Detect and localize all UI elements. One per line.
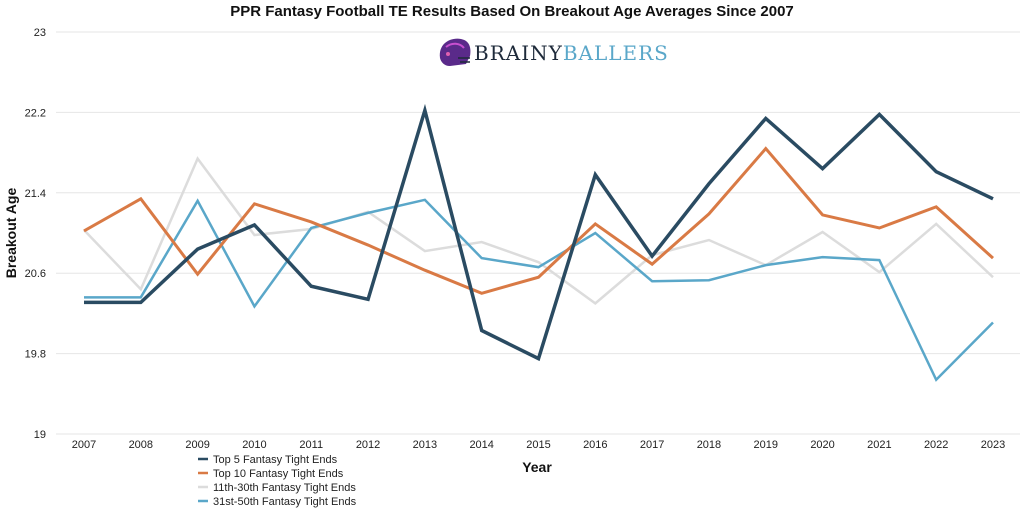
legend-item: 31st-50th Fantasy Tight Ends (198, 496, 357, 508)
chart-title: PPR Fantasy Football TE Results Based On… (230, 3, 794, 20)
brand-logo: BRAINYBALLERS (439, 38, 669, 66)
x-tick-label: 2017 (640, 439, 664, 451)
legend-item: 11th-30th Fantasy Tight Ends (198, 482, 356, 494)
logo-text-brainy: BRAINY (474, 41, 563, 65)
legend-label: 31st-50th Fantasy Tight Ends (213, 496, 357, 508)
y-tick-label: 19 (34, 429, 46, 441)
series-line (83, 156, 994, 305)
series-4 (83, 198, 994, 382)
x-tick-label: 2018 (697, 439, 721, 451)
legend: Top 5 Fantasy Tight Ends Top 10 Fantasy T… (198, 454, 357, 508)
legend-item: Top 10 Fantasy Tight Ends (198, 468, 344, 480)
x-tick-label: 2014 (469, 439, 493, 451)
x-tick-label: 2019 (754, 439, 778, 451)
series-lines (83, 103, 995, 382)
x-tick-label: 2015 (526, 439, 550, 451)
svg-text:BRAINYBALLERS: BRAINYBALLERS (474, 41, 669, 65)
y-tick-label: 23 (34, 27, 46, 39)
series-line (83, 146, 995, 295)
legend-label: 11th-30th Fantasy Tight Ends (213, 482, 356, 494)
x-tick-label: 2007 (72, 439, 96, 451)
x-tick-label: 2016 (583, 439, 607, 451)
y-tick-label: 22.2 (25, 107, 46, 119)
x-tick-label: 2009 (185, 439, 209, 451)
x-tick-label: 2020 (810, 439, 834, 451)
x-tick-label: 2022 (924, 439, 948, 451)
football-helmet-icon (439, 38, 471, 66)
y-axis-ticks: 19 19.8 20.6 21.4 22.2 23 (25, 27, 46, 441)
x-tick-label: 2012 (356, 439, 380, 451)
y-tick-label: 21.4 (25, 188, 46, 200)
x-tick-label: 2011 (299, 439, 323, 451)
series-1 (83, 103, 994, 362)
x-axis-label: Year (522, 459, 552, 475)
x-axis-ticks: 2007 2008 2009 2010 2011 2012 2013 2014 2015 2016… (72, 439, 1005, 451)
series-line (84, 103, 994, 362)
series-3 (83, 156, 994, 305)
x-tick-label: 2010 (242, 439, 266, 451)
x-tick-label: 2023 (981, 439, 1005, 451)
x-tick-label: 2013 (413, 439, 437, 451)
y-axis-label: Breakout Age (3, 188, 19, 279)
series-2 (83, 146, 995, 295)
y-tick-label: 19.8 (25, 349, 46, 361)
legend-label: Top 10 Fantasy Tight Ends (213, 468, 344, 480)
legend-label: Top 5 Fantasy Tight Ends (213, 454, 338, 466)
logo-text-ballers: BALLERS (563, 41, 669, 65)
grid-lines (56, 31, 1020, 435)
x-tick-label: 2008 (129, 439, 153, 451)
legend-item: Top 5 Fantasy Tight Ends (198, 454, 338, 466)
y-tick-label: 20.6 (25, 268, 46, 280)
x-tick-label: 2021 (867, 439, 891, 451)
